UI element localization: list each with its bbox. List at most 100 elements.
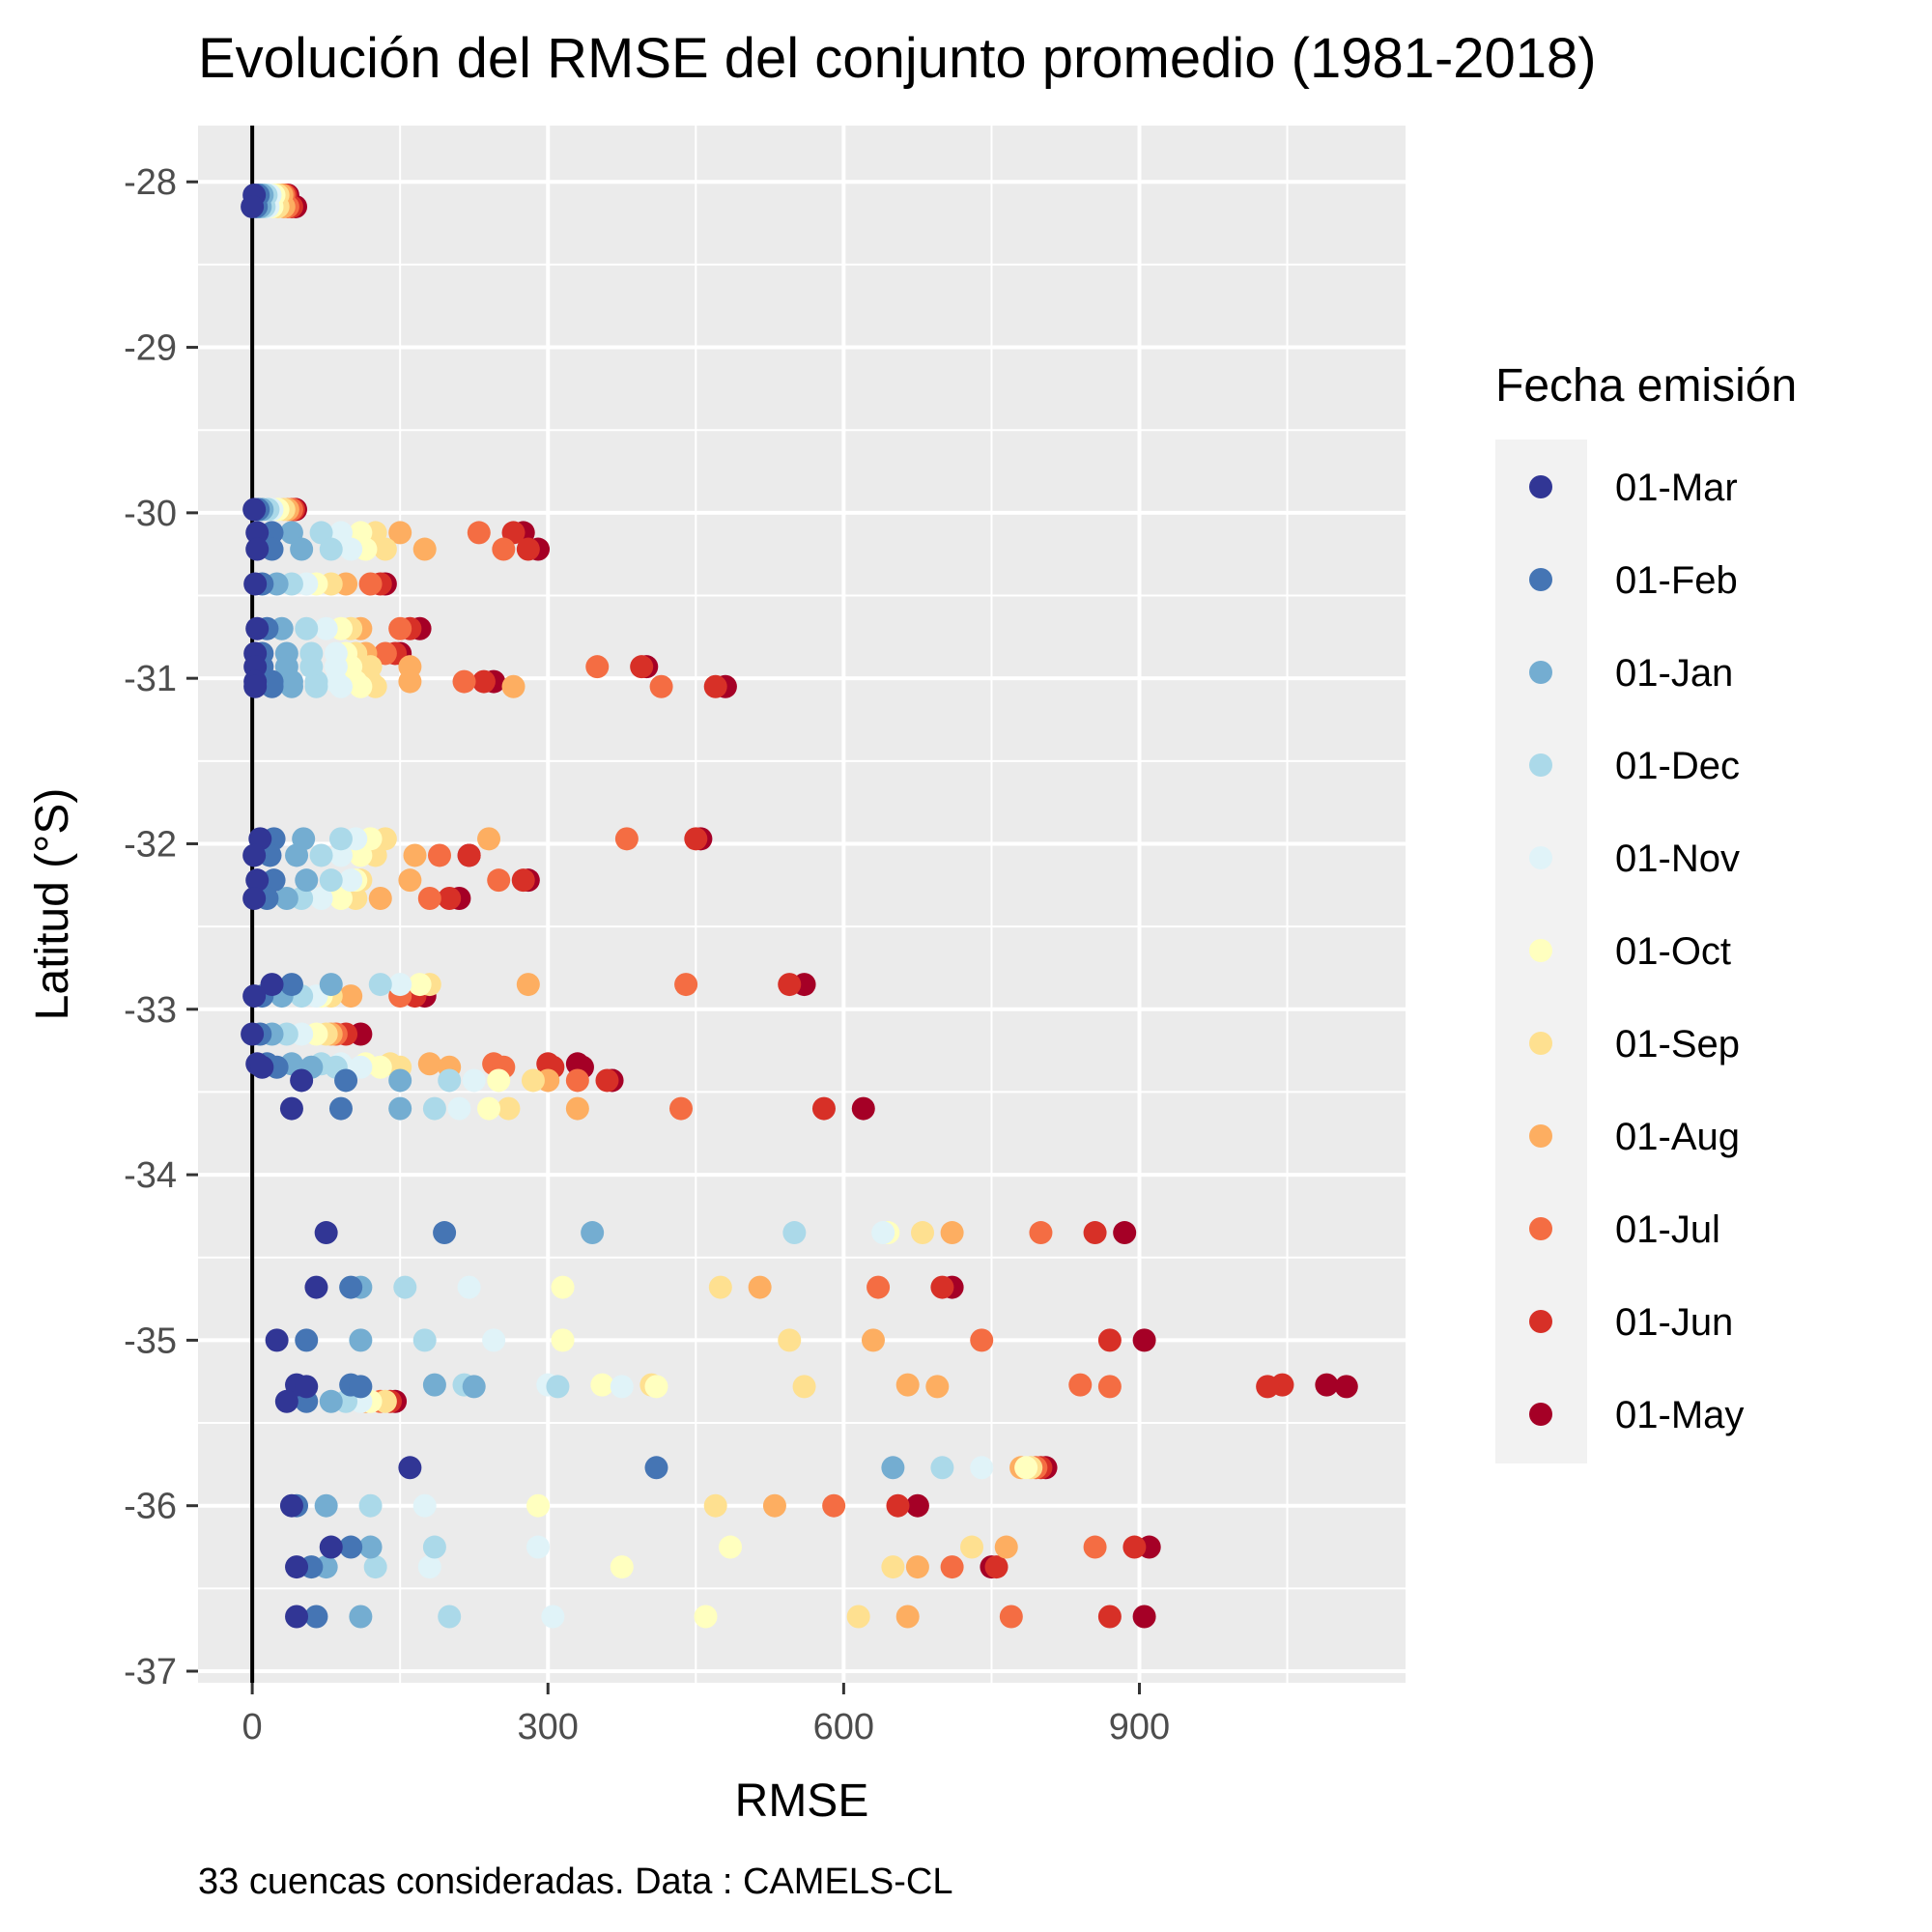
data-point-01-jul bbox=[358, 572, 383, 596]
y-tick-label: -32 bbox=[124, 824, 177, 865]
data-point-01-nov bbox=[349, 1055, 373, 1079]
data-point-01-jan bbox=[388, 1096, 412, 1121]
data-point-01-feb bbox=[328, 1096, 353, 1121]
data-point-01-jan bbox=[319, 973, 343, 997]
legend-label: 01-Jul bbox=[1615, 1208, 1720, 1251]
legend-label: 01-Oct bbox=[1615, 930, 1731, 973]
data-point-01-nov bbox=[871, 1221, 895, 1245]
data-point-01-jul bbox=[669, 1096, 693, 1121]
data-point-01-sep bbox=[881, 1555, 905, 1579]
data-point-01-feb bbox=[433, 1221, 457, 1245]
legend-key-01-may bbox=[1529, 1403, 1552, 1426]
data-point-01-aug bbox=[895, 1373, 920, 1397]
data-point-01-oct bbox=[328, 887, 353, 911]
data-point-01-sep bbox=[497, 1096, 521, 1121]
data-points bbox=[241, 183, 1358, 1629]
data-point-01-mar bbox=[260, 973, 284, 997]
data-point-01-aug bbox=[501, 674, 526, 698]
data-point-01-nov bbox=[309, 887, 333, 911]
data-point-01-oct bbox=[551, 1328, 575, 1352]
data-point-01-feb bbox=[262, 868, 286, 893]
data-point-01-mar bbox=[250, 1055, 274, 1079]
data-point-01-mar bbox=[242, 887, 267, 911]
data-point-01-jul bbox=[1029, 1221, 1053, 1245]
data-point-01-jul bbox=[492, 537, 516, 561]
data-point-01-aug bbox=[925, 1375, 950, 1399]
legend: Fecha emisión 01-Mar 01-Feb 01-Jan 01-Dec 01… bbox=[1495, 360, 1797, 1463]
data-point-01-jul bbox=[1097, 1375, 1122, 1399]
data-point-01-aug bbox=[368, 887, 392, 911]
data-point-01-sep bbox=[703, 1493, 727, 1518]
data-point-01-jan bbox=[290, 537, 314, 561]
data-point-01-oct bbox=[590, 1373, 614, 1397]
data-point-01-aug bbox=[748, 1275, 772, 1299]
data-point-01-feb bbox=[339, 1275, 363, 1299]
y-axis-title: Latitud (°S) bbox=[27, 788, 78, 1021]
data-point-01-jul bbox=[373, 641, 397, 666]
data-point-01-jul bbox=[999, 1605, 1023, 1629]
data-point-01-mar bbox=[314, 1221, 338, 1245]
data-point-01-mar bbox=[245, 537, 270, 561]
data-point-01-jan bbox=[285, 843, 309, 867]
data-point-01-nov bbox=[388, 973, 412, 997]
data-point-01-sep bbox=[373, 537, 397, 561]
data-point-01-oct bbox=[644, 1375, 668, 1399]
data-point-01-nov bbox=[462, 1068, 486, 1093]
legend-label: 01-Sep bbox=[1615, 1023, 1740, 1065]
legend-key-01-aug bbox=[1529, 1124, 1552, 1148]
data-point-01-feb bbox=[304, 1605, 328, 1629]
legend-key-01-feb bbox=[1529, 568, 1552, 591]
data-point-01-jun bbox=[438, 887, 462, 911]
data-point-01-mar bbox=[245, 521, 270, 545]
data-point-01-may bbox=[1132, 1605, 1156, 1629]
data-point-01-nov bbox=[482, 1328, 506, 1352]
data-point-01-nov bbox=[339, 868, 363, 893]
data-point-01-feb bbox=[349, 1375, 373, 1399]
data-point-01-may bbox=[1113, 1221, 1137, 1245]
legend-key-01-sep bbox=[1529, 1032, 1552, 1055]
data-point-01-jul bbox=[1068, 1373, 1093, 1397]
y-tick-label: -28 bbox=[124, 162, 177, 203]
x-axis-title: RMSE bbox=[735, 1776, 869, 1827]
data-point-01-mar bbox=[245, 868, 270, 893]
x-tick-label: 900 bbox=[1109, 1707, 1170, 1747]
data-point-01-feb bbox=[339, 1535, 363, 1559]
data-point-01-jun bbox=[930, 1275, 954, 1299]
data-point-01-jun bbox=[516, 537, 540, 561]
data-point-01-nov bbox=[447, 1096, 471, 1121]
data-point-01-dec bbox=[782, 1221, 807, 1245]
legend-key-01-nov bbox=[1529, 846, 1552, 869]
data-point-01-jun bbox=[471, 669, 496, 694]
data-point-01-aug bbox=[895, 1605, 920, 1629]
data-point-01-jun bbox=[984, 1555, 1009, 1579]
data-point-01-aug bbox=[940, 1221, 964, 1245]
data-point-01-jul bbox=[452, 669, 476, 694]
data-point-01-jul bbox=[649, 674, 673, 698]
data-point-01-sep bbox=[846, 1605, 870, 1629]
data-point-01-dec bbox=[295, 616, 319, 640]
data-point-01-mar bbox=[398, 1456, 422, 1480]
data-point-01-mar bbox=[241, 194, 265, 218]
data-point-01-jun bbox=[630, 655, 654, 679]
y-tick-label: -31 bbox=[124, 659, 177, 699]
legend-key-01-jun bbox=[1529, 1310, 1552, 1333]
y-tick-label: -30 bbox=[124, 494, 177, 534]
data-point-01-sep bbox=[521, 1068, 545, 1093]
data-point-01-sep bbox=[792, 1375, 816, 1399]
data-point-01-mar bbox=[242, 984, 267, 1009]
data-point-01-jun bbox=[595, 1068, 619, 1093]
data-point-01-jun bbox=[886, 1493, 910, 1518]
data-point-01-dec bbox=[328, 827, 353, 851]
data-point-01-jun bbox=[684, 827, 708, 851]
data-point-01-mar bbox=[285, 1555, 309, 1579]
data-point-01-feb bbox=[334, 1068, 358, 1093]
data-point-01-sep bbox=[960, 1535, 984, 1559]
x-tick-label: 300 bbox=[518, 1707, 579, 1747]
data-point-01-may bbox=[851, 1096, 875, 1121]
data-point-01-aug bbox=[398, 669, 422, 694]
legend-label: 01-Mar bbox=[1615, 467, 1738, 509]
chart-title: Evolución del RMSE del conjunto promedio… bbox=[198, 27, 1597, 90]
data-point-01-dec bbox=[319, 537, 343, 561]
data-point-01-jul bbox=[417, 887, 441, 911]
